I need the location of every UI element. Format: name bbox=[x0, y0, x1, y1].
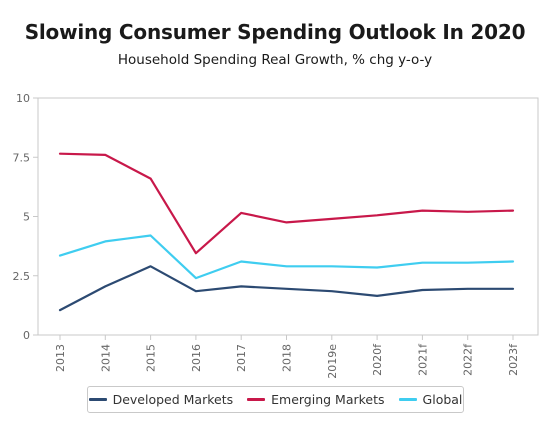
x-tick-label: 2013 bbox=[54, 344, 67, 372]
x-tick-label: 2015 bbox=[145, 344, 158, 372]
series-line-emerging-markets bbox=[58, 152, 515, 255]
chart-series bbox=[58, 152, 515, 312]
legend-item[interactable]: Developed Markets bbox=[88, 392, 234, 407]
y-tick-label: 10 bbox=[16, 92, 30, 105]
chart-subtitle: Household Spending Real Growth, % chg y-… bbox=[117, 52, 433, 68]
series-line-global bbox=[58, 234, 515, 280]
y-tick-label: 2.5 bbox=[13, 270, 31, 283]
series-line-developed-markets bbox=[58, 265, 515, 312]
x-tick-label: 2022f bbox=[462, 343, 475, 376]
y-tick-label: 7.5 bbox=[13, 151, 31, 164]
x-tick-label: 2018 bbox=[281, 344, 294, 372]
legend-item[interactable]: Emerging Markets bbox=[247, 392, 385, 407]
legend-swatch bbox=[398, 398, 417, 401]
legend-item[interactable]: Global bbox=[398, 392, 463, 407]
chart-legend: Developed Markets Emerging Markets Global bbox=[87, 386, 464, 413]
legend-swatch bbox=[88, 398, 107, 401]
chart-axes bbox=[37, 97, 539, 336]
chart-title: Slowing Consumer Spending Outlook In 202… bbox=[24, 20, 526, 44]
y-tick-label: 5 bbox=[23, 211, 30, 224]
legend-label: Global bbox=[422, 392, 463, 407]
legend-label: Developed Markets bbox=[112, 392, 234, 407]
x-tick-label: 2016 bbox=[190, 344, 203, 372]
y-tick-label: 0 bbox=[23, 329, 30, 342]
x-tick-label: 2021f bbox=[416, 343, 429, 376]
x-tick-label: 2020f bbox=[371, 343, 384, 376]
x-tick-label: 2023f bbox=[507, 343, 520, 376]
x-tick-label: 2017 bbox=[235, 344, 248, 372]
x-tick-label: 2019e bbox=[326, 344, 339, 379]
legend-label: Emerging Markets bbox=[271, 392, 385, 407]
plot-frame bbox=[37, 97, 539, 336]
chart-ticks: 0 2.5 5 7.5 10 2013 2014 2015 2016 2017 2018 2019e 2… bbox=[13, 92, 521, 379]
legend-swatch bbox=[247, 398, 266, 401]
x-tick-label: 2014 bbox=[99, 344, 112, 372]
